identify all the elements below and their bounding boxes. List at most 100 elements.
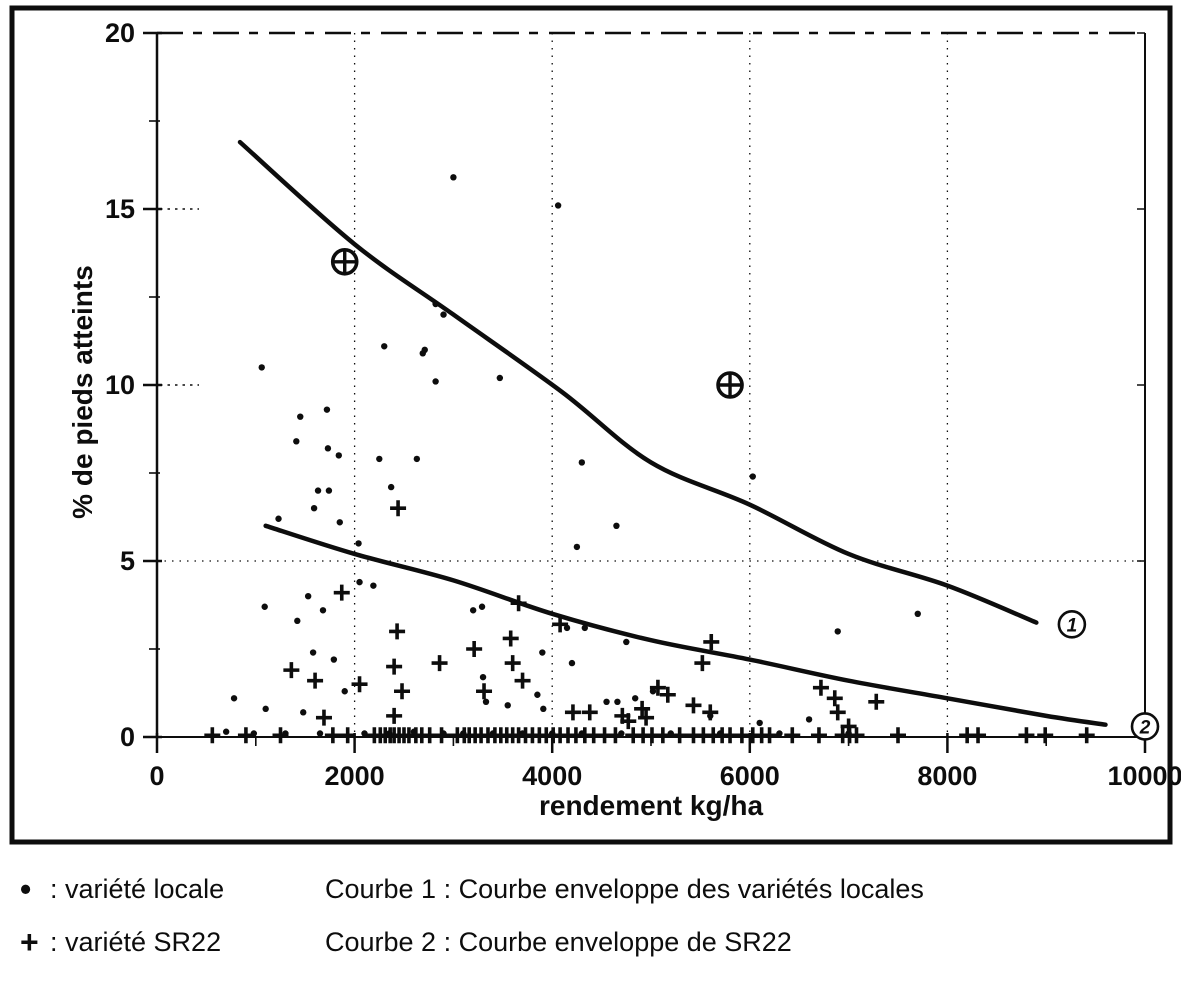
plus-marker — [685, 697, 702, 714]
dot-marker — [258, 364, 265, 371]
x-tick-label: 2000 — [325, 761, 385, 791]
plus-marker — [510, 595, 527, 612]
curve-1 — [237, 139, 1039, 625]
dot-marker — [440, 311, 447, 318]
dot-marker — [275, 515, 282, 522]
plus-marker — [514, 672, 531, 689]
curve-line — [263, 523, 1108, 727]
dot-marker — [776, 730, 783, 737]
dot-marker — [478, 603, 486, 610]
plus-marker — [810, 727, 827, 744]
dot-marker — [573, 543, 581, 551]
dot-marker — [381, 343, 388, 350]
plus-marker — [386, 707, 403, 724]
plus-marker — [659, 686, 676, 703]
curve-number-circle — [1130, 712, 1160, 741]
dot-marker — [539, 649, 546, 656]
curve-number-badge: 1 — [1057, 610, 1087, 639]
plus-marker — [581, 704, 598, 721]
dot-marker — [482, 698, 490, 705]
plus-marker — [433, 727, 450, 744]
plus-marker — [1037, 727, 1054, 744]
plus-marker — [634, 700, 651, 717]
plus-marker — [315, 709, 332, 726]
dot-marker — [479, 673, 487, 681]
plus-marker — [607, 727, 624, 744]
tick-labels: 0 5 10 15 20 0 2000 4000 6000 8000 10000 — [105, 18, 1181, 791]
dot-marker — [496, 374, 504, 382]
plus-marker — [649, 679, 666, 696]
plus-marker — [237, 727, 254, 744]
plus-marker — [848, 727, 865, 744]
dot-marker — [914, 610, 921, 617]
dot-marker — [568, 659, 576, 667]
plus-marker — [351, 676, 368, 693]
plus-marker — [390, 500, 407, 517]
dot-marker — [649, 688, 657, 695]
dot-marker — [361, 730, 368, 737]
dot-marker — [614, 698, 621, 705]
plus-marker — [784, 727, 801, 744]
dot-marker — [261, 603, 268, 610]
legend-row-variete-sr22: + : variété SR22 Courbe 2 : Courbe envel… — [0, 925, 1181, 961]
dot-marker — [554, 202, 562, 209]
plus-marker — [283, 662, 300, 679]
x-axis-title: rendement kg/ha — [539, 790, 763, 821]
plus-marker — [333, 584, 350, 601]
dot-marker — [450, 174, 457, 181]
dot-marker — [323, 406, 331, 413]
dot-marker — [330, 656, 338, 663]
plus-marker — [654, 727, 671, 744]
dot-marker — [387, 483, 395, 491]
dot-marker — [563, 624, 571, 632]
dot-marker — [309, 649, 317, 656]
dot-marker — [222, 728, 230, 735]
plus-marker — [812, 679, 829, 696]
curve-number-circle — [1057, 610, 1087, 639]
dot-marker — [319, 607, 327, 614]
plus-marker — [204, 727, 221, 744]
dot-series-label: : variété locale — [50, 874, 225, 904]
plus-marker — [826, 690, 843, 707]
y-tick-label: 15 — [105, 194, 135, 224]
dot-marker — [534, 691, 541, 698]
y-axis-title: % de pieds atteints — [67, 265, 98, 519]
y-tick-label: 5 — [120, 546, 135, 576]
x-tick-label: 4000 — [522, 761, 582, 791]
plus-marker — [504, 655, 521, 672]
dot-marker — [316, 730, 324, 737]
curve-number-digit: 1 — [1067, 615, 1078, 636]
plus-marker-symbol: + — [20, 924, 39, 960]
dot-marker — [631, 695, 639, 702]
dot-marker — [324, 445, 332, 452]
plus-marker — [829, 704, 846, 721]
plus-marker — [638, 709, 655, 726]
dot-marker — [469, 607, 477, 614]
curve-number-digit: 2 — [1139, 717, 1151, 738]
dot-marker — [355, 540, 362, 547]
plus-marker — [890, 727, 906, 744]
curve-number-badge: 2 — [1130, 712, 1160, 741]
dot-marker — [376, 455, 383, 463]
dot-marker — [419, 350, 426, 357]
dot-marker — [756, 719, 763, 727]
curve1-description: Courbe 1 : Courbe enveloppe des variétés… — [325, 874, 924, 904]
dot-marker — [749, 473, 756, 480]
series-circle-plus — [330, 247, 744, 399]
curve-line — [237, 139, 1039, 625]
dot-marker — [314, 487, 322, 494]
x-tick-label: 6000 — [720, 761, 780, 791]
plus-marker — [431, 655, 448, 672]
plus-marker — [761, 727, 778, 744]
x-tick-label: 0 — [149, 761, 164, 791]
dot-marker — [262, 705, 269, 713]
dot-marker — [294, 617, 301, 625]
plus-marker — [694, 655, 711, 672]
grid-lines — [157, 33, 1145, 737]
dot-marker — [834, 628, 841, 635]
dot-marker — [413, 455, 421, 463]
dot-marker-symbol: • — [20, 871, 32, 907]
dot-marker — [300, 709, 307, 716]
dot-marker — [297, 413, 304, 420]
plus-marker — [552, 616, 569, 633]
